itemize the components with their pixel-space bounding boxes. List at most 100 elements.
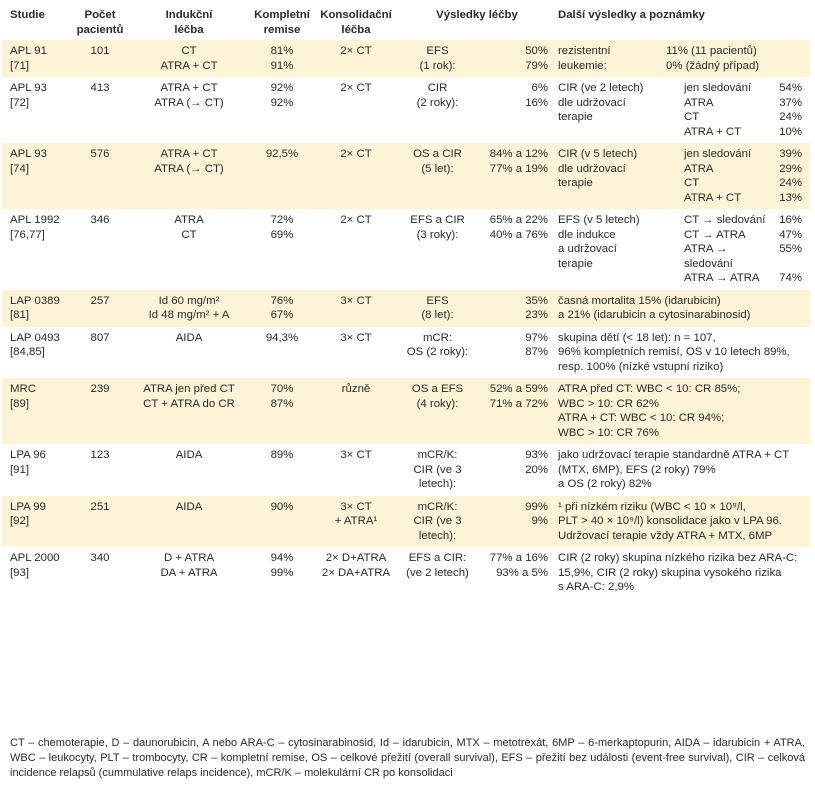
cell-notes: ATRA před CT: WBC < 10: CR 85%; WBC > 10… bbox=[556, 378, 810, 444]
notes-item-value: 74% bbox=[779, 272, 802, 284]
cell-remission: 92% 92% bbox=[250, 77, 314, 143]
cell-induction: ATRA jen před CT CT + ATRA do CR bbox=[128, 378, 250, 444]
notes-list-item: jen sledování 39% bbox=[684, 147, 808, 162]
cell-results: EFS (1 rok): 50% 79% bbox=[398, 40, 556, 77]
notes-text: časná mortalita 15% (idarubicin) a 21% (… bbox=[558, 294, 751, 322]
notes-item-label: CT bbox=[684, 177, 700, 189]
cell-induction-text: ATRA jen před CT CT + ATRA do CR bbox=[143, 383, 235, 410]
notes-list-item: ATRA → sledování 55% bbox=[684, 242, 808, 271]
notes-left: CIR (ve 2 letech) dle udržovací terapie bbox=[558, 82, 644, 123]
cell-consolidation: 3× CT + ATRA¹ bbox=[314, 495, 398, 547]
cell-patients: 340 bbox=[72, 547, 128, 599]
cell-patients: 576 bbox=[72, 143, 128, 209]
header-results: Výsledky léčby bbox=[398, 6, 556, 40]
result-value: 52% a 59% 71% a 72% bbox=[489, 383, 548, 410]
notes-item-label: jen sledování bbox=[684, 82, 752, 94]
notes-item-label: ATRA bbox=[684, 162, 714, 175]
notes-list-item: CT → ATRA 47% bbox=[684, 228, 808, 243]
cell-consolidation-text: 2× CT bbox=[340, 82, 372, 94]
notes-item-value: 13% bbox=[779, 191, 802, 204]
cell-consolidation-text: různě bbox=[341, 383, 371, 395]
notes-item-value: 24% bbox=[779, 111, 802, 123]
cell-consolidation: 2× CT bbox=[314, 77, 398, 143]
cell-notes: skupina dětí (< 18 let): n = 107, 96% ko… bbox=[556, 326, 810, 378]
header-notes: Další výsledky a poznámky bbox=[556, 6, 810, 40]
cell-patients-text: 346 bbox=[90, 214, 110, 226]
result-pair: OS a CIR (5 let): 84% a 12% 77% a 19% bbox=[400, 147, 554, 176]
cell-results: CIR (2 roky): 6% 16% bbox=[398, 77, 556, 143]
cell-study: APL 2000 [93] bbox=[2, 547, 72, 599]
cell-patients-text: 576 bbox=[90, 148, 110, 160]
cell-induction-text: AIDA bbox=[175, 500, 203, 513]
notes-item-label: ATRA + CT bbox=[684, 191, 742, 204]
notes-grid: CIR (ve 2 letech) dle udržovací terapie j… bbox=[558, 81, 808, 139]
cell-patients: 807 bbox=[72, 326, 128, 378]
table-row: MRC [89] 239 ATRA jen před CT CT + ATRA do… bbox=[2, 378, 810, 444]
cell-remission-text: 76% 67% bbox=[270, 294, 294, 322]
header-consolidation-label: Konsolidační léčba bbox=[320, 9, 392, 36]
cell-induction: Id 60 mg/m² Id 48 mg/m² + A bbox=[128, 289, 250, 327]
result-label: mCR/K: CIR (ve 3 letech): bbox=[413, 449, 462, 490]
cell-patients: 123 bbox=[72, 444, 128, 496]
notes-list-item: ATRA → ATRA 74% bbox=[684, 271, 808, 286]
table-row: LPA 96 [91] 123 AIDA 89% 3× CT mCR/K: CIR (ve… bbox=[2, 444, 810, 496]
notes-list-item: ATRA 29% bbox=[684, 162, 808, 177]
cell-consolidation: různě bbox=[314, 378, 398, 444]
result-label: mCR/K: CIR (ve 3 letech): bbox=[413, 500, 462, 542]
cell-induction-text: Id 60 mg/m² Id 48 mg/m² + A bbox=[148, 294, 230, 322]
cell-induction: CT ATRA + CT bbox=[128, 40, 250, 77]
notes-item-value: 47% bbox=[779, 228, 802, 241]
cell-induction-text: ATRA CT bbox=[174, 214, 204, 241]
result-label: OS a CIR (5 let): bbox=[413, 148, 462, 175]
cell-results: EFS (8 let): 35% 23% bbox=[398, 289, 556, 327]
result-label: CIR (2 roky): bbox=[416, 82, 459, 109]
cell-results: EFS a CIR: (ve 2 letech) 77% a 16% 93% a … bbox=[398, 547, 556, 599]
cell-notes: rezistentní leukemie: 11% (11 pacientů) 0… bbox=[556, 40, 810, 77]
cell-notes: EFS (v 5 letech) dle indukce a udržovací… bbox=[556, 209, 810, 290]
cell-patients-text: 413 bbox=[90, 82, 110, 94]
notes-grid: EFS (v 5 letech) dle indukce a udržovací… bbox=[558, 213, 808, 286]
notes-right: 11% (11 pacientů) 0% (žádný případ) bbox=[666, 45, 760, 72]
cell-consolidation-text: 2× CT bbox=[340, 45, 372, 57]
result-value: 50% 79% bbox=[525, 45, 548, 72]
cell-study-text: LPA 99 [92] bbox=[10, 500, 46, 528]
cell-patients-text: 101 bbox=[90, 45, 110, 57]
cell-induction-text: AIDA bbox=[175, 449, 203, 461]
cell-induction: ATRA + CT ATRA (→ CT) bbox=[128, 143, 250, 209]
cell-induction-text: D + ATRA DA + ATRA bbox=[160, 552, 218, 579]
result-pair: mCR: OS (2 roky): 97% 87% bbox=[400, 331, 554, 360]
notes-list-item: CT 24% bbox=[684, 176, 808, 191]
cell-study-text: APL 93 [72] bbox=[10, 82, 47, 109]
notes-item-value: 54% bbox=[779, 82, 802, 94]
cell-study: MRC [89] bbox=[2, 378, 72, 444]
cell-remission-text: 81% 91% bbox=[270, 45, 294, 72]
cell-study-text: MRC [89] bbox=[10, 383, 36, 410]
table-body: APL 91 [71] 101 CT ATRA + CT 81% 91% 2× CT EF… bbox=[2, 40, 810, 599]
cell-patients: 346 bbox=[72, 209, 128, 290]
cell-study: LPA 96 [91] bbox=[2, 444, 72, 496]
cell-results: mCR/K: CIR (ve 3 letech): 93% 20% bbox=[398, 444, 556, 496]
result-label: EFS a CIR (3 roky): bbox=[410, 214, 465, 241]
notes-item-value: 39% bbox=[779, 148, 802, 160]
cell-patients-text: 239 bbox=[90, 383, 110, 395]
header-consolidation: Konsolidační léčba bbox=[314, 6, 398, 40]
cell-patients-text: 123 bbox=[90, 449, 110, 461]
header-study-label: Studie bbox=[10, 9, 45, 21]
header-induction-label: Indukční léčba bbox=[165, 9, 213, 36]
table-row: APL 93 [72] 413 ATRA + CT ATRA (→ CT) 92% 9… bbox=[2, 77, 810, 143]
notes-item-label: CT bbox=[684, 111, 700, 123]
cell-results: mCR: OS (2 roky): 97% 87% bbox=[398, 326, 556, 378]
cell-induction-text: AIDA bbox=[175, 331, 203, 344]
result-value: 35% 23% bbox=[525, 294, 548, 322]
notes-list-item: CT → sledování 16% bbox=[684, 213, 808, 228]
cell-remission-text: 92% 92% bbox=[270, 82, 294, 109]
header-patients-label: Počet pacientů bbox=[76, 9, 124, 36]
cell-study-text: APL 93 [74] bbox=[10, 148, 47, 175]
header-study: Studie bbox=[2, 6, 72, 40]
cell-induction: ATRA CT bbox=[128, 209, 250, 290]
cell-remission: 70% 87% bbox=[250, 378, 314, 444]
cell-remission-text: 94% 99% bbox=[270, 552, 294, 579]
table-row: APL 93 [74] 576 ATRA + CT ATRA (→ CT) 92,5%… bbox=[2, 143, 810, 209]
cell-patients-text: 257 bbox=[90, 294, 110, 307]
cell-consolidation-text: 2× D+ATRA 2× DA+ATRA bbox=[321, 552, 391, 579]
